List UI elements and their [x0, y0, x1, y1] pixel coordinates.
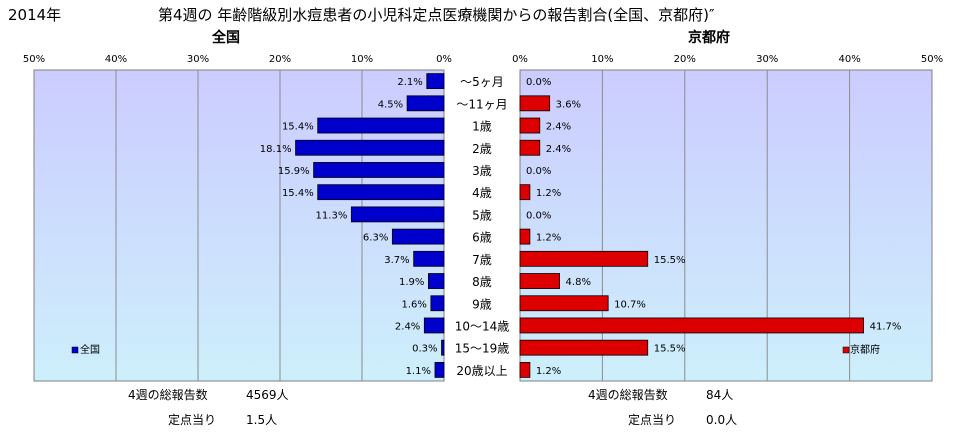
right-per-value: 0.0人: [706, 413, 738, 427]
left-bar: [423, 317, 445, 334]
category-label: 8歳: [472, 275, 492, 289]
right-bar: [519, 139, 541, 156]
left-data-label: 6.3%: [363, 233, 388, 244]
right-data-label: 15.5%: [654, 344, 686, 355]
category-label: 15～19歳: [455, 342, 510, 356]
right-data-label: 10.7%: [614, 299, 646, 310]
right-data-label: 41.7%: [870, 321, 902, 332]
right-bar: [519, 295, 609, 312]
right-data-label: 3.6%: [556, 99, 581, 110]
chart-title: 第4週の 年齢階級別水痘患者の小児科定点医療機関からの報告割合(全国、京都府)″: [158, 6, 715, 24]
left-bar: [426, 73, 445, 90]
left-data-label: 18.1%: [260, 144, 292, 155]
right-data-label: 4.8%: [566, 277, 591, 288]
right-data-label: 1.2%: [536, 188, 561, 199]
left-bar: [350, 206, 445, 223]
left-tick-label: 40%: [105, 54, 127, 65]
left-tick-label: 0%: [436, 54, 452, 65]
age-distribution-chart: 0% 10% 20% 30% 40% 50% 0% 10% 20% 30% 40% 50% 2.1% 4…: [23, 54, 943, 382]
right-bar: [519, 117, 541, 134]
left-tick-label: 10%: [351, 54, 373, 65]
category-label: 10～14歳: [455, 319, 510, 333]
right-bar: [519, 339, 649, 356]
right-per-label: 定点当り: [628, 413, 677, 427]
right-data-label: 1.2%: [536, 233, 561, 244]
left-bar: [391, 228, 445, 245]
right-data-label: 1.2%: [536, 366, 561, 377]
right-bar: [519, 228, 531, 245]
left-legend-swatch: [71, 346, 79, 354]
right-legend-swatch: [842, 346, 850, 354]
right-bar: [519, 184, 531, 201]
left-bar: [428, 273, 445, 289]
right-data-label: 0.0%: [526, 166, 551, 177]
category-label: ～5ヶ月: [460, 75, 504, 89]
left-bar: [313, 162, 445, 178]
left-bar: [434, 361, 445, 378]
left-tick-label: 50%: [23, 54, 45, 65]
right-bar: [519, 273, 560, 289]
right-tick-label: 30%: [756, 54, 778, 65]
category-label: 3歳: [472, 164, 492, 178]
left-per-label: 定点当り: [168, 413, 217, 427]
left-bar: [441, 339, 445, 356]
right-data-label: 0.0%: [526, 77, 551, 88]
left-data-label: 2.1%: [397, 77, 422, 88]
right-data-label: 0.0%: [526, 210, 551, 221]
right-data-label: 15.5%: [654, 255, 686, 266]
category-label: 7歳: [472, 253, 492, 267]
category-label: 6歳: [472, 231, 492, 245]
right-bar: [519, 250, 649, 267]
left-data-label: 2.4%: [395, 321, 420, 332]
left-plot-area: [33, 69, 445, 382]
left-tick-label: 30%: [187, 54, 209, 65]
right-data-label: 2.4%: [546, 144, 571, 155]
left-bar: [413, 250, 445, 267]
right-bar: [519, 361, 531, 378]
left-data-label: 3.7%: [384, 255, 409, 266]
right-tick-label: 0%: [512, 54, 528, 65]
category-label: 1歳: [472, 120, 492, 134]
chart-year: 2014年: [8, 6, 62, 24]
left-bar: [317, 117, 445, 134]
category-label: ～11ヶ月: [456, 97, 507, 111]
right-bar: [519, 317, 865, 334]
left-tick-label: 20%: [269, 54, 291, 65]
right-bar: [519, 95, 551, 112]
left-bar: [295, 139, 445, 156]
left-data-label: 1.6%: [401, 299, 426, 310]
right-legend-label: 京都府: [850, 343, 880, 356]
left-bar: [406, 95, 445, 112]
category-label: 9歳: [472, 297, 492, 311]
left-panel-title: 全国: [212, 30, 240, 46]
category-label: 4歳: [472, 186, 492, 200]
left-data-label: 15.4%: [282, 122, 314, 133]
left-legend-label: 全国: [80, 343, 100, 356]
left-data-label: 1.9%: [399, 277, 424, 288]
right-total-value: 84人: [706, 388, 734, 402]
left-data-label: 11.3%: [316, 210, 348, 221]
right-tick-label: 20%: [674, 54, 696, 65]
right-tick-label: 50%: [921, 54, 943, 65]
left-data-label: 15.4%: [282, 188, 314, 199]
right-data-label: 2.4%: [546, 122, 571, 133]
left-total-value: 4569人: [246, 388, 289, 402]
right-tick-label: 10%: [591, 54, 613, 65]
left-per-value: 1.5人: [246, 413, 278, 427]
left-total-label: 4週の総報告数: [128, 388, 208, 402]
right-total-label: 4週の総報告数: [588, 388, 668, 402]
right-panel-title: 京都府: [688, 30, 730, 46]
category-label: 2歳: [472, 142, 492, 156]
left-data-label: 1.1%: [406, 366, 431, 377]
category-label: 20歳以上: [456, 364, 507, 378]
left-data-label: 0.3%: [412, 344, 437, 355]
left-data-label: 15.9%: [278, 166, 310, 177]
left-data-label: 4.5%: [378, 99, 403, 110]
left-bar: [317, 184, 445, 201]
left-bar: [430, 295, 445, 312]
category-label: 5歳: [472, 208, 492, 222]
right-tick-label: 40%: [838, 54, 860, 65]
right-plot-area: [519, 69, 933, 382]
